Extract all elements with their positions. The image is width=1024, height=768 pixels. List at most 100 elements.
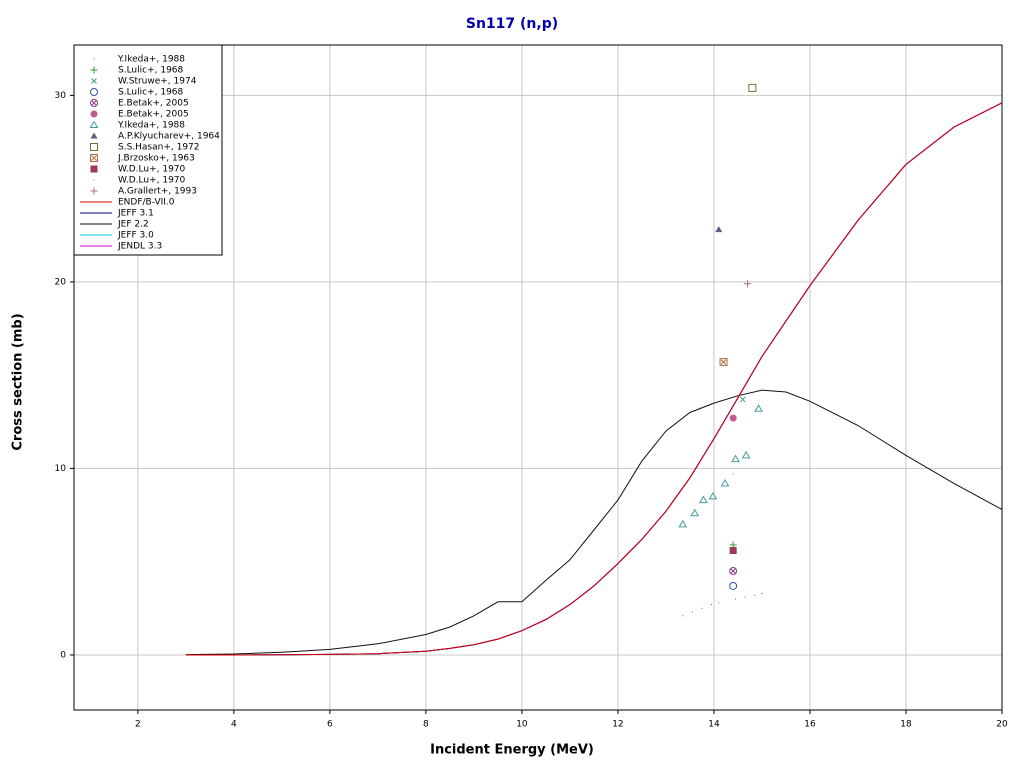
data-point-part bbox=[735, 598, 737, 600]
data-point-part bbox=[761, 592, 763, 594]
data-point-part bbox=[701, 607, 703, 609]
data-point-part bbox=[718, 602, 720, 604]
data-point bbox=[744, 596, 746, 598]
legend-label: S.Lulic+, 1968 bbox=[118, 88, 184, 98]
data-point bbox=[699, 495, 708, 504]
legend-swatch-part bbox=[90, 99, 98, 107]
data-point-part bbox=[729, 414, 737, 422]
data-point-part bbox=[708, 491, 718, 500]
legend-label: S.Lulic+, 1968 bbox=[118, 66, 184, 76]
legend-label: JEFF 3.1 bbox=[117, 209, 154, 219]
data-point-part bbox=[729, 547, 737, 555]
x-tick-label: 16 bbox=[804, 720, 816, 730]
legend-label: JEF 2.2 bbox=[117, 220, 149, 230]
data-point-part bbox=[748, 83, 757, 92]
legend-swatch-part bbox=[90, 132, 98, 139]
legend-swatch-part bbox=[91, 100, 97, 106]
data-point bbox=[718, 602, 720, 604]
data-point-part bbox=[719, 358, 728, 367]
legend-swatch-part bbox=[93, 179, 95, 181]
legend-swatch-part bbox=[90, 88, 98, 96]
data-point bbox=[708, 491, 718, 500]
legend-swatch bbox=[90, 154, 98, 162]
data-point-part bbox=[729, 567, 738, 576]
data-point bbox=[729, 547, 737, 555]
legend-swatch-part bbox=[91, 155, 97, 161]
data-point bbox=[741, 450, 751, 459]
legend-swatch bbox=[90, 88, 98, 96]
data-point-part bbox=[754, 594, 756, 596]
data-point-part bbox=[754, 404, 763, 412]
legend-swatch bbox=[90, 110, 98, 118]
legend-swatch bbox=[91, 78, 97, 84]
data-point-part bbox=[699, 495, 708, 504]
data-point-part bbox=[741, 450, 751, 459]
legend-swatch bbox=[90, 99, 98, 107]
curve bbox=[185, 389, 1003, 656]
legend-swatch bbox=[90, 143, 98, 151]
legend-swatch-part bbox=[91, 78, 97, 84]
data-point bbox=[729, 414, 737, 422]
legend-swatch-part bbox=[90, 110, 98, 118]
legend-label: W.D.Lu+, 1970 bbox=[118, 176, 186, 186]
legend-label: JEFF 3.0 bbox=[117, 231, 154, 241]
plot-border bbox=[73, 44, 1003, 711]
x-tick-label: 8 bbox=[423, 720, 429, 730]
data-point bbox=[720, 478, 730, 487]
legend-swatch bbox=[90, 132, 98, 139]
data-point bbox=[754, 404, 763, 412]
y-tick-label: 0 bbox=[60, 650, 66, 660]
data-point bbox=[715, 226, 723, 233]
data-point-part bbox=[691, 611, 693, 613]
data-point bbox=[731, 454, 740, 463]
legend-swatch bbox=[90, 66, 98, 74]
data-point-part bbox=[739, 396, 746, 403]
data-point-part bbox=[744, 596, 746, 598]
data-point bbox=[719, 358, 728, 367]
data-point-part bbox=[715, 226, 723, 233]
legend-box bbox=[73, 44, 223, 256]
legend-label: E.Betak+, 2005 bbox=[118, 99, 189, 109]
data-point bbox=[711, 604, 713, 606]
legend-label: JENDL 3.3 bbox=[117, 242, 162, 252]
data-point bbox=[748, 83, 757, 92]
data-point bbox=[744, 280, 752, 288]
data-point bbox=[682, 615, 684, 617]
data-point bbox=[732, 473, 734, 475]
legend-label: W.Struwe+, 1974 bbox=[118, 77, 197, 87]
legend-label: E.Betak+, 2005 bbox=[118, 110, 189, 120]
data-point-part bbox=[729, 581, 738, 590]
chart-title: Sn117 (n,p) bbox=[466, 16, 558, 32]
data-point bbox=[735, 598, 737, 600]
legend-label: Y.Ikeda+, 1988 bbox=[117, 121, 185, 131]
data-point bbox=[701, 607, 703, 609]
x-tick-label: 4 bbox=[231, 720, 237, 730]
data-point bbox=[729, 567, 738, 576]
legend-label: Y.Ikeda+, 1988 bbox=[117, 55, 185, 65]
y-axis-label: Cross section (mb) bbox=[11, 313, 26, 450]
data-point-part bbox=[730, 568, 737, 574]
legend-swatch-part bbox=[90, 143, 98, 151]
data-point-part bbox=[720, 359, 727, 365]
legend-label: ENDF/B-VII.0 bbox=[118, 198, 175, 208]
legend-swatch bbox=[89, 120, 99, 128]
legend-swatch-part bbox=[90, 165, 98, 173]
data-point bbox=[754, 594, 756, 596]
data-point-part bbox=[731, 454, 740, 463]
legend-swatch bbox=[93, 179, 95, 181]
plot-area bbox=[74, 45, 1002, 710]
data-point bbox=[739, 396, 746, 403]
legend-swatch bbox=[90, 165, 98, 173]
data-point-part bbox=[720, 478, 730, 487]
y-tick-label: 20 bbox=[55, 277, 67, 287]
x-tick-label: 18 bbox=[900, 720, 912, 730]
x-axis-label: Incident Energy (MeV) bbox=[430, 743, 594, 758]
legend-label: W.D.Lu+, 1970 bbox=[118, 165, 186, 175]
legend-label: J.Brzosko+, 1963 bbox=[117, 154, 195, 164]
x-tick-label: 12 bbox=[612, 720, 623, 730]
data-point bbox=[690, 508, 700, 517]
legend-label: A.P.Klyucharev+, 1964 bbox=[118, 132, 220, 142]
y-tick-label: 30 bbox=[55, 91, 67, 101]
legend-swatch-part bbox=[89, 120, 99, 128]
